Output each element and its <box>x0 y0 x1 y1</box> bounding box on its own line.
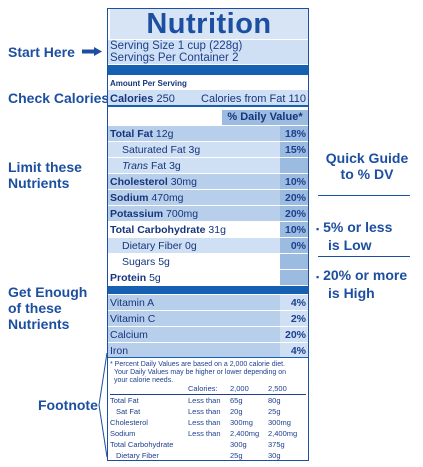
calories-row: Calories 250 Calories from Fat 110 <box>108 90 308 107</box>
nutrient-row: Trans Fat 3g <box>108 158 308 173</box>
daily-value-header: % Daily Value* <box>108 110 308 125</box>
quick-guide-low: ▪ 5% or less is Low <box>316 219 393 253</box>
thick-divider <box>108 286 308 294</box>
calories-label: Calories <box>110 93 154 105</box>
get-enough-label: Get Enough of these Nutrients <box>8 284 88 332</box>
vitamin-row: Calcium 20% <box>108 327 308 342</box>
check-calories-label: Check Calories <box>8 90 110 106</box>
table-row: Total Fat Less than 65g 80g <box>110 396 281 405</box>
vitamin-row: Iron 4% <box>108 343 308 358</box>
serving-size: Serving Size 1 cup (228g) <box>110 40 243 52</box>
quick-guide-title: Quick Guide to % DV <box>325 150 409 182</box>
footnote-text: * Percent Daily Values are based on a 2,… <box>110 361 286 384</box>
table-row: Dietary Fiber 25g 30g <box>116 451 281 460</box>
footnote-brace-icon <box>98 352 108 458</box>
nutrient-row: Sugars 5g <box>108 254 308 269</box>
table-row: Total Carbohydrate 300g 375g <box>110 440 285 449</box>
vitamin-row: Vitamin A 4% <box>108 295 308 310</box>
table-row: Sat Fat Less than 20g 25g <box>116 407 281 416</box>
guide-divider <box>318 195 410 196</box>
serving-info: Serving Size 1 cup (228g) Servings Per C… <box>108 40 308 64</box>
footnote-table-header: Calories: 2,000 2,500 <box>110 383 306 395</box>
limit-nutrients-label: Limit these Nutrients <box>8 159 82 191</box>
nutrient-row: Saturated Fat 3g 15% <box>108 142 308 157</box>
panel-title: Nutrition Facts <box>110 9 308 69</box>
start-here-label: Start Here <box>8 44 75 60</box>
nutrient-row: Total Carbohydrate 31g 10% <box>108 222 308 237</box>
nutrient-row: Dietary Fiber 0g 0% <box>108 238 308 253</box>
amount-per-serving: Amount Per Serving <box>110 79 187 88</box>
bullet-icon: ▪ <box>316 272 320 282</box>
nutrient-row: Potassium 700mg 20% <box>108 206 308 221</box>
calories-from-fat: Calories from Fat 110 <box>201 93 306 105</box>
footnote-label: Footnote <box>38 397 98 413</box>
footnote-table: Calories: 2,000 2,500 Total Fat Less than 65… <box>110 383 306 461</box>
nutrient-row: Total Fat 12g 18% <box>108 126 308 141</box>
calories-value: 250 <box>156 93 175 105</box>
table-row: Sodium Less than 2,400mg 2,400mg <box>110 429 298 438</box>
bullet-icon: ▪ <box>316 224 320 234</box>
table-row: Cholesterol Less than 300mg 300mg <box>110 418 291 427</box>
vitamin-row: Vitamin C 2% <box>108 311 308 326</box>
servings-per-container: Servings Per Container 2 <box>110 52 239 64</box>
thick-divider <box>108 65 308 75</box>
guide-divider <box>318 256 410 257</box>
nutrient-row: Cholesterol 30mg 10% <box>108 174 308 189</box>
nutrient-row: Protein 5g <box>108 270 308 285</box>
arrow-right-icon <box>82 47 102 56</box>
nutrient-row: Sodium 470mg 20% <box>108 190 308 205</box>
quick-guide-high: ▪ 20% or more is High <box>316 267 408 301</box>
